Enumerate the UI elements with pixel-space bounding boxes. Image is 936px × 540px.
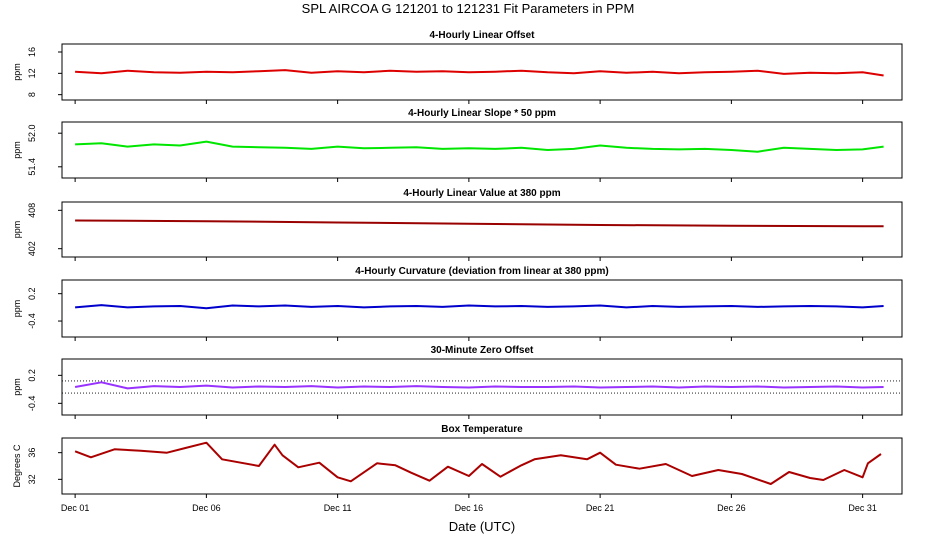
y-tick-label: 51.4	[27, 158, 37, 176]
chart-panel-3: 4-Hourly Linear Value at 380 ppm 402 408 pp…	[12, 188, 903, 261]
y-tick-label: -0.4	[27, 313, 37, 329]
plot-frame	[61, 437, 903, 495]
x-tick-label: Dec 01	[61, 503, 90, 513]
panel-title: 4-Hourly Linear Slope * 50 ppm	[408, 108, 556, 119]
plot-frame	[61, 358, 903, 416]
plot-frame	[61, 121, 903, 179]
y-tick-label: 0.2	[27, 369, 37, 382]
chart-panel-4: 4-Hourly Curvature (deviation from linea…	[12, 266, 903, 341]
y-axis-label: ppm	[12, 300, 22, 318]
panel-title: Box Temperature	[441, 424, 523, 435]
x-axis-label: Date (UTC)	[448, 519, 516, 534]
series-line	[74, 441, 882, 485]
series-line	[75, 140, 884, 153]
panel-title: 4-Hourly Curvature (deviation from linea…	[355, 266, 608, 277]
y-axis-label: ppm	[12, 141, 22, 159]
y-tick-label: 408	[27, 203, 37, 218]
y-tick-label: 8	[27, 92, 37, 97]
y-tick-label: 0.2	[27, 287, 37, 300]
y-axis-label: ppm	[12, 378, 22, 396]
y-tick-label: 402	[27, 241, 37, 256]
panel-title: 4-Hourly Linear Offset	[429, 30, 535, 41]
plot-frame	[61, 279, 903, 338]
y-tick-label: 52.0	[27, 124, 37, 142]
y-tick-label: -0.4	[27, 396, 37, 412]
series-line	[74, 381, 884, 390]
series-line	[75, 69, 884, 77]
page-title: SPL AIRCOA G 121201 to 121231 Fit Parame…	[301, 1, 635, 16]
y-tick-label: 32	[27, 474, 37, 484]
panel-title: 30-Minute Zero Offset	[431, 345, 534, 356]
chart-panel-1: 4-Hourly Linear Offset 8 12 16 ppm	[12, 30, 903, 104]
series-line	[75, 304, 884, 310]
x-tick-label: Dec 21	[586, 503, 615, 513]
chart-panel-6: Box Temperature 32 36 Degrees C Dec 01 Dec 06…	[12, 424, 903, 513]
y-axis-label: ppm	[12, 221, 22, 239]
series-line	[75, 219, 884, 228]
y-axis-label: Degrees C	[12, 444, 22, 488]
x-tick-label: Dec 31	[848, 503, 877, 513]
plot-frame	[61, 43, 903, 101]
x-tick-label: Dec 11	[324, 503, 352, 513]
plot-frame	[61, 201, 903, 258]
y-tick-label: 12	[27, 68, 37, 78]
panel-title: 4-Hourly Linear Value at 380 ppm	[403, 188, 560, 199]
y-tick-label: 16	[27, 47, 37, 57]
x-tick-label: Dec 16	[455, 503, 484, 513]
x-tick-label: Dec 26	[717, 503, 746, 513]
x-tick-label: Dec 06	[192, 503, 221, 513]
y-tick-label: 36	[27, 448, 37, 458]
chart-panel-5: 30-Minute Zero Offset -0.4 0.2 ppm	[12, 345, 903, 419]
y-axis-label: ppm	[12, 63, 22, 81]
chart-panel-2: 4-Hourly Linear Slope * 50 ppm 51.4 52.0 pp…	[12, 108, 903, 182]
